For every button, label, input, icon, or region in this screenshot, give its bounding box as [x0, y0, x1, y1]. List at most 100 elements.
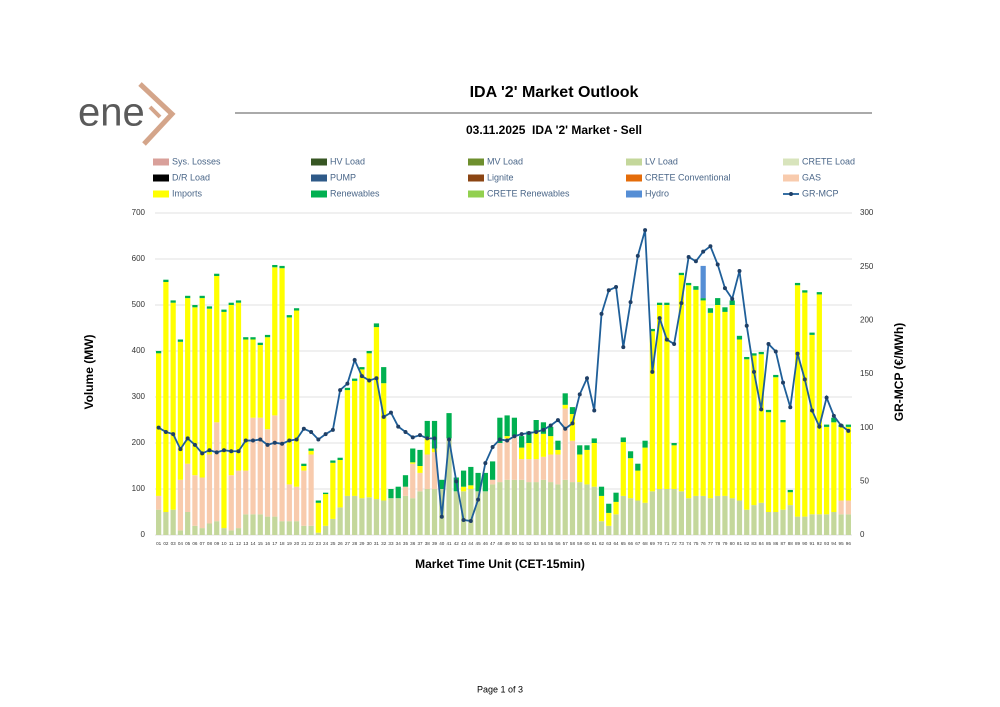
bar-segment: [250, 417, 256, 515]
x-tick-label: 34: [396, 541, 402, 546]
bar-segment: [352, 380, 358, 496]
x-tick-label: 01: [156, 541, 162, 546]
bar-segment: [330, 518, 336, 535]
bar-segment: [656, 489, 663, 535]
bar-segment: [156, 495, 162, 510]
x-tick-label: 44: [468, 541, 474, 546]
mcp-point: [352, 358, 357, 363]
bar-segment: [373, 327, 380, 500]
bar-segment: [635, 500, 641, 535]
x-tick-label: 02: [163, 541, 169, 546]
bar-segment: [410, 463, 416, 499]
x-tick-label: 43: [461, 541, 467, 546]
x-tick-label: 70: [657, 541, 663, 546]
mcp-point: [381, 414, 386, 419]
bar-segment: [744, 356, 750, 360]
bar-segment: [156, 353, 162, 496]
bar-segment: [482, 472, 488, 492]
mcp-point: [555, 418, 560, 423]
bar-segment: [664, 489, 670, 535]
x-tick-label: 61: [592, 541, 598, 546]
bar-segment: [780, 509, 786, 535]
x-tick-label: 55: [548, 541, 554, 546]
mcp-point: [548, 423, 553, 428]
mcp-point: [359, 374, 364, 379]
mcp-point: [178, 447, 183, 452]
x-tick-label: 22: [309, 541, 315, 546]
x-tick-label: 31: [374, 541, 380, 546]
x-tick-label: 15: [258, 541, 264, 546]
x-tick-label: 38: [425, 541, 431, 546]
bar-segment: [802, 292, 808, 517]
mcp-point: [773, 349, 778, 354]
bar-segment: [649, 328, 655, 332]
bar-segment: [402, 486, 409, 496]
bar-segment: [736, 335, 743, 340]
bar-segment: [243, 339, 249, 471]
bar-segment: [802, 516, 808, 535]
x-tick-label: 26: [338, 541, 344, 546]
legend-label: HV Load: [330, 156, 365, 166]
bar-segment: [577, 482, 583, 535]
mcp-point: [606, 288, 611, 293]
x-tick-label: 50: [512, 541, 518, 546]
bar-segment: [388, 498, 394, 535]
bar-segment: [729, 498, 735, 535]
chart-title: 03.11.2025 IDA '2' Market - Sell: [466, 123, 642, 137]
mcp-point: [425, 436, 430, 441]
bar-segment: [315, 500, 321, 503]
x-tick-label: 03: [171, 541, 177, 546]
bar-segment: [540, 433, 547, 457]
bar-segment: [206, 454, 213, 524]
mcp-point: [236, 449, 241, 454]
bar-segment: [642, 440, 648, 448]
bar-segment: [243, 470, 249, 515]
bar-segment: [214, 521, 220, 535]
bar-segment: [352, 495, 358, 535]
bar-segment: [221, 309, 227, 312]
legend-swatch: [153, 158, 169, 166]
bar-segment: [417, 491, 423, 535]
bar-segment: [787, 489, 793, 493]
bar-segment: [671, 489, 677, 535]
bar-segment: [417, 466, 423, 473]
bar-segment: [758, 502, 764, 535]
legend-swatch: [468, 174, 484, 182]
mcp-point: [163, 429, 168, 434]
bar-segment: [330, 462, 336, 519]
bar-segment: [424, 489, 430, 535]
bar-segment: [431, 452, 438, 489]
x-tick-label: 17: [272, 541, 278, 546]
y-tick-label: 300: [132, 392, 146, 401]
legend-label: MV Load: [487, 156, 523, 166]
bar-segment: [323, 494, 329, 526]
page-title: IDA '2' Market Outlook: [470, 84, 639, 101]
bar-segment: [214, 422, 220, 522]
legend-label: GR-MCP: [802, 188, 839, 198]
bar-segment: [823, 426, 830, 515]
bar-segment: [156, 509, 162, 535]
y-tick-label: 400: [132, 346, 146, 355]
bar-segment: [250, 339, 256, 418]
bar-segment: [424, 420, 430, 438]
bar-segment: [686, 282, 692, 286]
y2-tick-label: 100: [860, 423, 874, 432]
y-axis-label: Volume (MW): [82, 334, 96, 409]
mcp-point: [592, 408, 597, 413]
bar-segment: [809, 332, 815, 335]
x-tick-label: 96: [846, 541, 852, 546]
bar-segment: [315, 502, 321, 533]
bar-segment: [402, 495, 409, 535]
x-tick-label: 56: [555, 541, 561, 546]
x-tick-label: 78: [715, 541, 721, 546]
bar-segment: [598, 521, 605, 535]
bar-segment: [264, 334, 271, 338]
bar-segment: [569, 482, 576, 535]
mcp-point: [418, 433, 423, 438]
x-tick-label: 74: [686, 541, 692, 546]
bar-segment: [686, 285, 692, 499]
bar-segment: [359, 369, 365, 499]
logo-stroke: [148, 105, 162, 119]
bar-segment: [279, 399, 285, 522]
x-tick-label: 83: [751, 541, 757, 546]
